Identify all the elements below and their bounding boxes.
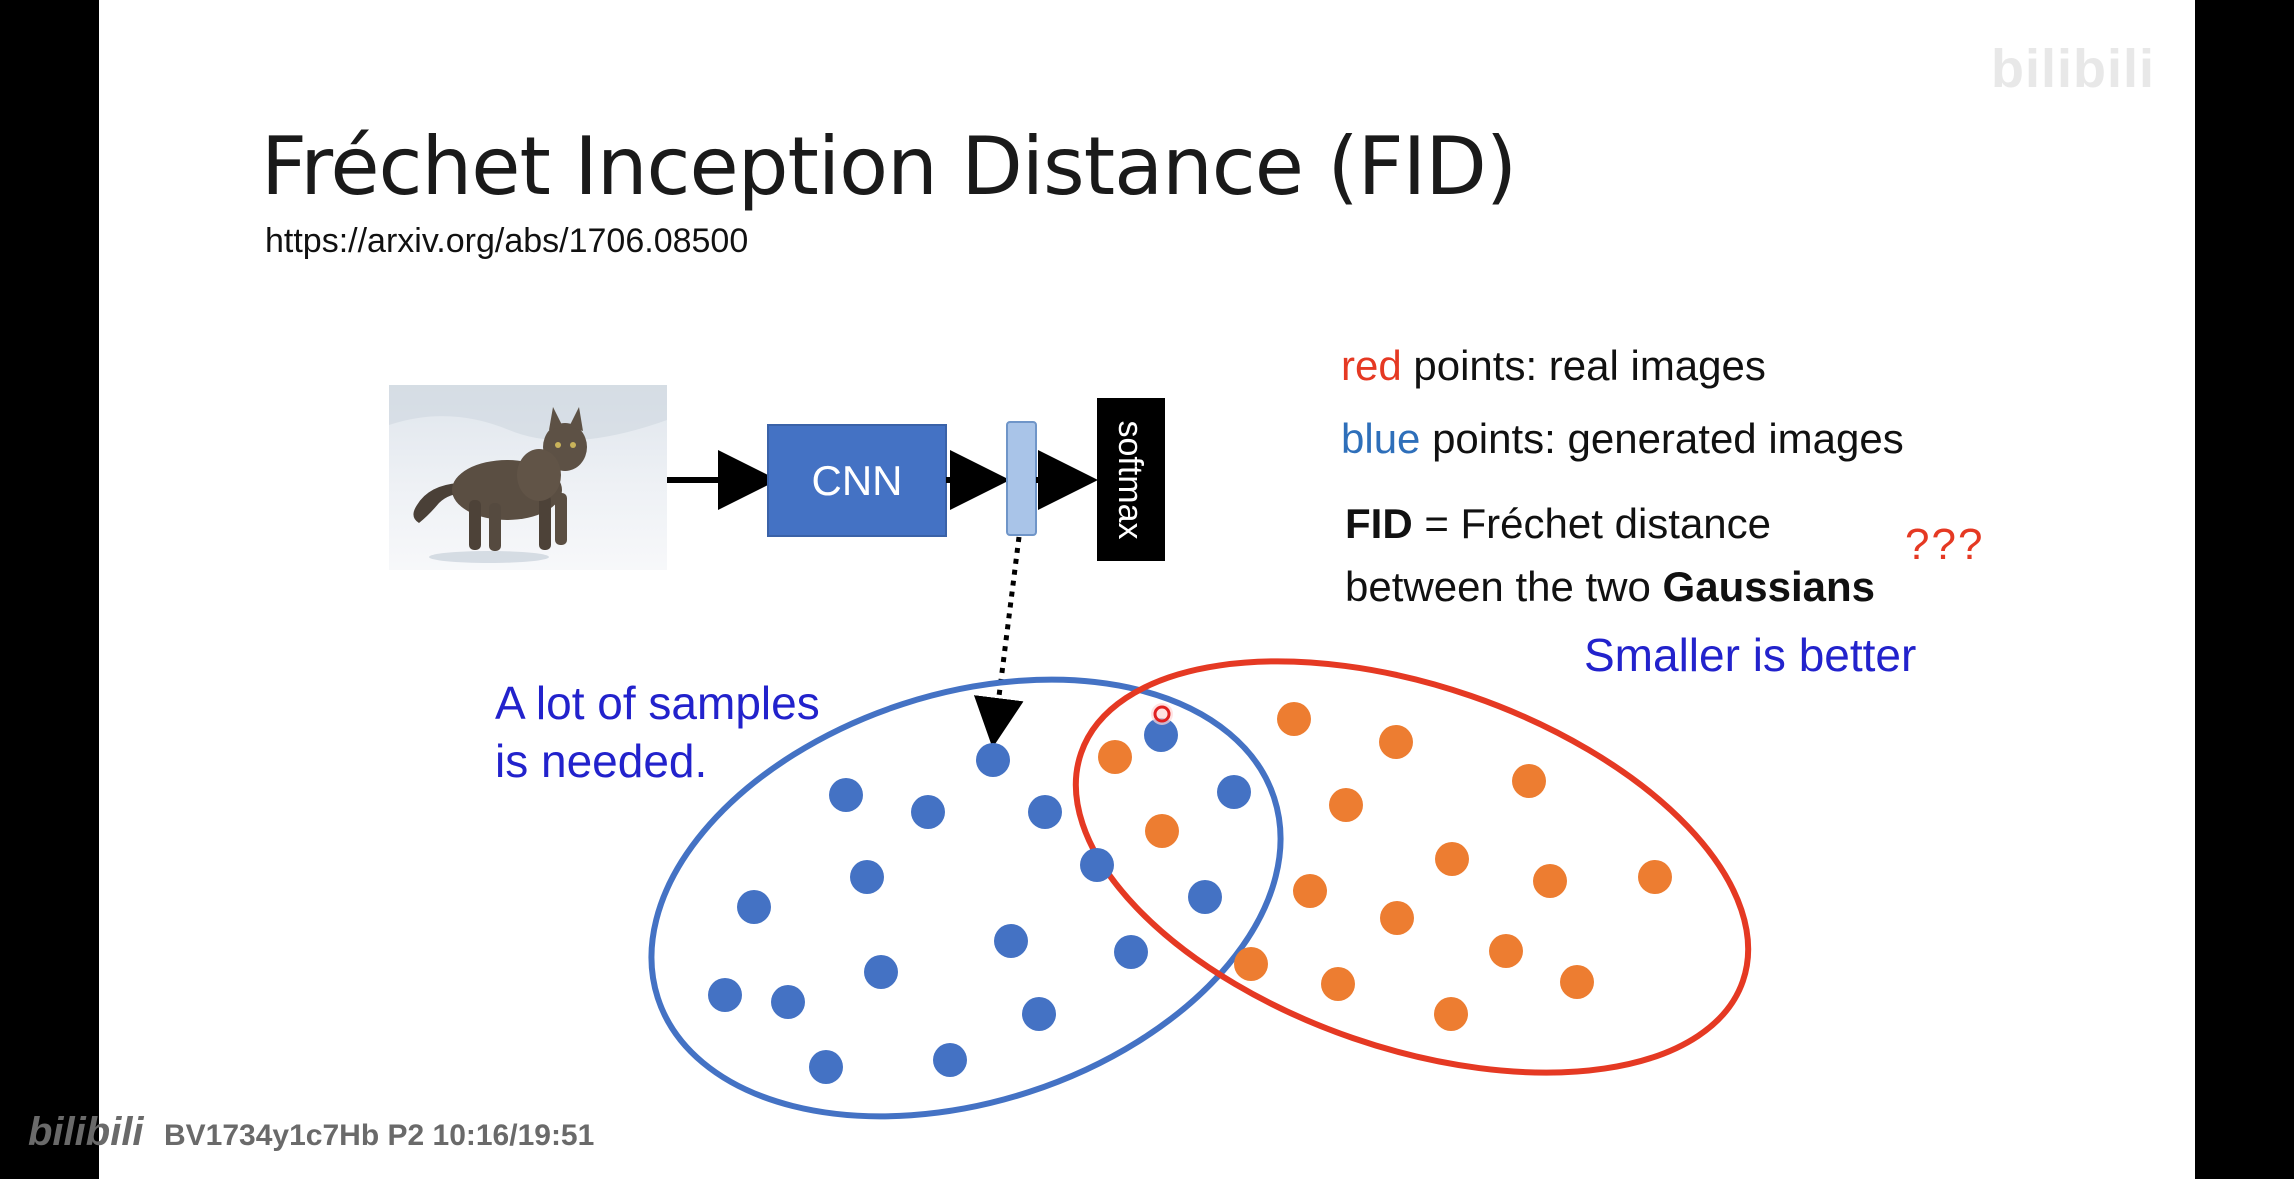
samples-note-line2: is needed. [495, 735, 708, 787]
question-marks: ??? [1905, 520, 1985, 569]
video-watermark: bilibili BV1734y1c7Hb P2 10:16/19:51 [28, 1110, 594, 1155]
dotted-arrow-feature-to-space [973, 536, 1024, 748]
generated-gaussian-ellipse [648, 676, 1284, 1120]
gaussians-term: Gaussians [1662, 563, 1875, 610]
samples-note: A lot of samples is needed. [495, 674, 820, 790]
fid-term: FID [1345, 500, 1413, 547]
blue-point [771, 985, 805, 1019]
cnn-label: CNN [812, 457, 903, 504]
blue-point [1022, 997, 1056, 1031]
blue-point [933, 1043, 967, 1077]
blue-point [1080, 848, 1114, 882]
blue-point [994, 924, 1028, 958]
orange-point [1321, 967, 1355, 1001]
orange-point [1560, 965, 1594, 999]
fid-definition-text: = Fréchet distance [1424, 500, 1772, 547]
blue-point [737, 890, 771, 924]
feature-vector [1006, 421, 1037, 536]
blue-point [829, 778, 863, 812]
orange-point [1435, 842, 1469, 876]
softmax-box [1097, 398, 1165, 561]
blue-point [1114, 935, 1148, 969]
flow-diagram: CNN softmax [648, 398, 1752, 1120]
blue-point [1144, 718, 1178, 752]
orange-point [1379, 725, 1413, 759]
fid-definition-line1: FID = Fréchet distance [1345, 500, 1771, 548]
legend-blue-word: blue [1341, 415, 1421, 462]
blue-point [911, 795, 945, 829]
generated-points [708, 718, 1251, 1084]
legend-blue-line: blue points: generated images [1341, 415, 1904, 463]
blue-point [809, 1050, 843, 1084]
bilibili-logo-icon: bilibili [28, 1110, 144, 1154]
orange-point [1489, 934, 1523, 968]
orange-point [1512, 764, 1546, 798]
orange-point [1533, 864, 1567, 898]
blue-point [850, 860, 884, 894]
paper-url[interactable]: https://arxiv.org/abs/1706.08500 [265, 222, 749, 260]
orange-point [1380, 901, 1414, 935]
orange-point [1434, 997, 1468, 1031]
legend-blue-text: points: generated images [1432, 415, 1904, 462]
orange-point [1277, 702, 1311, 736]
blue-point [976, 743, 1010, 777]
slide: Fréchet Inception Distance (FID) https:/… [99, 0, 2195, 1179]
samples-note-line1: A lot of samples [495, 677, 820, 729]
blue-point [1028, 795, 1062, 829]
fid-definition-text2: between the two [1345, 563, 1651, 610]
blue-point [864, 955, 898, 989]
blue-point [1188, 880, 1222, 914]
fid-definition-line2: between the two Gaussians [1345, 563, 1875, 611]
bilibili-watermark-top: bilibili [1991, 39, 2155, 99]
smaller-is-better-note: Smaller is better [1584, 629, 1917, 681]
orange-point [1293, 874, 1327, 908]
blue-point [708, 978, 742, 1012]
orange-point [1145, 814, 1179, 848]
orange-point [1234, 947, 1268, 981]
orange-point [1098, 740, 1132, 774]
slide-title: Fréchet Inception Distance (FID) [261, 120, 1517, 213]
video-info: BV1734y1c7Hb P2 10:16/19:51 [164, 1119, 595, 1152]
orange-point [1638, 860, 1672, 894]
legend-red-text: points: real images [1413, 342, 1766, 389]
softmax-label: softmax [1111, 420, 1149, 539]
orange-point [1329, 788, 1363, 822]
real-points [1098, 702, 1672, 1031]
blue-point [1217, 775, 1251, 809]
real-gaussian-ellipse [1072, 658, 1752, 1076]
legend-red-line: red points: real images [1341, 342, 1766, 390]
legend-red-word: red [1341, 342, 1402, 389]
cursor-dot-icon [1151, 703, 1173, 725]
cat-photo-icon [389, 385, 667, 570]
